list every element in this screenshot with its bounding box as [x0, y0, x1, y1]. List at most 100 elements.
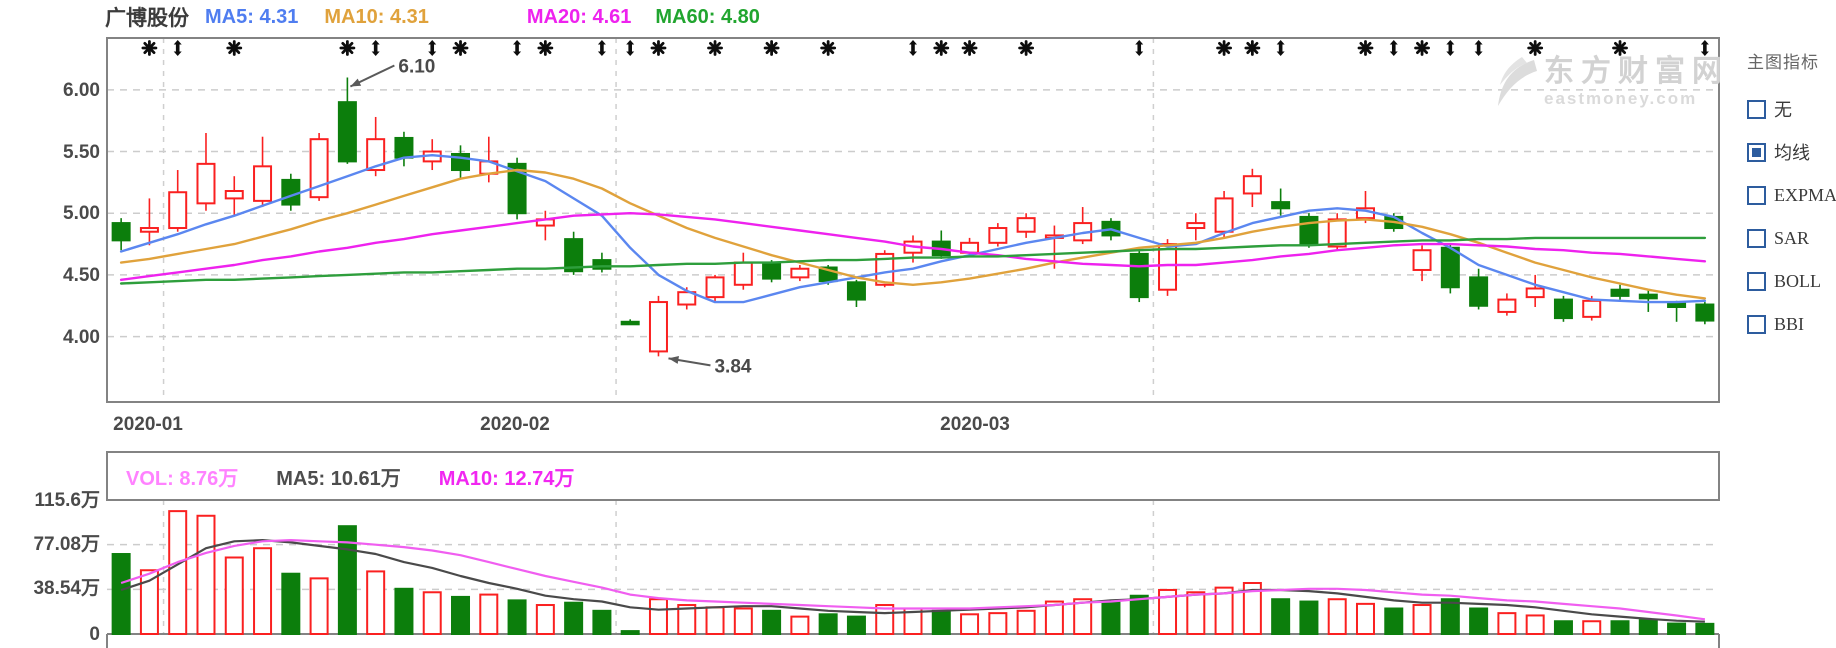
candle-body [705, 276, 725, 299]
volume-bar [479, 593, 499, 636]
ma20-line [119, 211, 1707, 281]
candle-body [564, 238, 584, 273]
volume-bar [366, 570, 386, 635]
volume-bar [1497, 612, 1517, 635]
indicator-option-boll[interactable]: BOLL [1747, 271, 1835, 291]
updown-arrow-marker-icon [1700, 40, 1709, 56]
star-marker-icon [341, 42, 354, 54]
checkbox-icon[interactable] [1747, 314, 1766, 334]
volume-tick: 38.54万 [33, 578, 100, 599]
candle-body [846, 281, 866, 301]
updown-arrow-marker-icon [597, 40, 606, 56]
candle-body [309, 138, 329, 199]
star-marker-icon [539, 42, 552, 54]
candle-body [1667, 302, 1687, 308]
stock-name: 广博股份 [105, 7, 189, 30]
candle-body [1271, 201, 1291, 210]
high-annotation: 6.10 [398, 56, 435, 77]
indicator-option-expma[interactable]: EXPMA [1747, 184, 1836, 205]
volume-bar [592, 609, 612, 635]
star-marker-icon [765, 42, 778, 54]
star-marker-icon [1020, 42, 1033, 54]
volume-bar [253, 547, 273, 635]
indicator-label: 均线 [1774, 143, 1810, 163]
candle-body [281, 178, 301, 206]
candle-body [1497, 298, 1517, 313]
checkbox-icon[interactable] [1747, 271, 1766, 291]
updown-arrow-marker-icon [1446, 40, 1455, 56]
ma10-legend: MA10: 4.31 [324, 5, 429, 28]
volume-bar [762, 609, 782, 635]
ma10-line [119, 168, 1707, 300]
updown-arrow-marker-icon [371, 40, 380, 56]
star-marker-icon [143, 42, 156, 54]
updown-arrow-marker-icon [513, 40, 522, 56]
checkbox-icon[interactable] [1747, 142, 1766, 162]
volume-bar [168, 510, 188, 635]
star-marker-icon [454, 42, 467, 54]
candle-body [988, 227, 1008, 244]
volume-bar [1101, 600, 1121, 636]
vol_ma10-line [120, 538, 1706, 621]
updown-arrow-marker-icon [1135, 40, 1144, 56]
updown-arrow-marker-icon [1474, 40, 1483, 56]
volume-bar [1073, 598, 1093, 635]
checkbox-icon[interactable] [1747, 228, 1766, 248]
volume-bar [733, 607, 753, 636]
candlesticks [111, 77, 1715, 357]
volume-bar [931, 609, 951, 635]
candle-body [1553, 298, 1573, 320]
volume-bar [620, 630, 640, 635]
date-label: 2020-02 [480, 414, 550, 435]
volume-bar [1553, 620, 1573, 636]
volume-bar [1667, 622, 1687, 635]
candle-body [1469, 276, 1489, 307]
volume-bar [196, 514, 216, 635]
vol_ma5-line [120, 538, 1705, 623]
volume-bar [1129, 594, 1149, 635]
volume-bar [224, 556, 244, 635]
indicator-label: BOLL [1774, 270, 1821, 291]
volume-bar [818, 613, 838, 636]
indicator-option-bbi[interactable]: BBI [1747, 314, 1835, 334]
checkbox-icon[interactable] [1747, 185, 1766, 205]
volume-bar [309, 577, 329, 635]
volume-bars [111, 510, 1715, 636]
volume-bar [677, 604, 697, 635]
updown-arrow-marker-icon [626, 40, 635, 56]
volume-bar [564, 601, 584, 635]
checkbox-icon[interactable] [1747, 99, 1766, 119]
candle-body [507, 162, 527, 215]
indicator-option-sar[interactable]: SAR [1747, 228, 1835, 248]
candle-body [224, 190, 244, 200]
candle-body [677, 291, 697, 306]
volume-bar [281, 572, 301, 636]
candle-body [762, 262, 782, 280]
indicator-option-none[interactable]: 无 [1747, 99, 1835, 120]
candle-body [139, 227, 159, 233]
candle-body [1525, 287, 1545, 299]
candle-body [1299, 215, 1319, 246]
star-marker-icon [822, 42, 835, 54]
vol-ma5-value: MA5: 10.61万 [276, 467, 401, 490]
volume-tick: 115.6万 [35, 490, 101, 511]
candle-body [196, 162, 216, 205]
price-tick: 5.50 [63, 142, 100, 163]
event-markers [141, 40, 1709, 56]
indicator-label: 无 [1774, 100, 1792, 120]
indicator-option-ma[interactable]: 均线 [1747, 142, 1835, 163]
volume-tick: 0 [89, 624, 100, 645]
volume-bar [1158, 588, 1178, 635]
date-label: 2020-01 [113, 414, 183, 435]
candle-body [1638, 293, 1658, 300]
vol-ma10-value: MA10: 12.74万 [438, 467, 575, 490]
updown-arrow-marker-icon [1276, 40, 1285, 56]
indicator-label: EXPMA [1774, 184, 1836, 205]
star-marker-icon [935, 42, 948, 54]
indicator-label: BBI [1774, 313, 1805, 334]
volume-bar [1299, 600, 1319, 636]
star-marker-icon [1246, 42, 1259, 54]
volume-bar [988, 612, 1008, 635]
candle-body [1440, 246, 1460, 289]
